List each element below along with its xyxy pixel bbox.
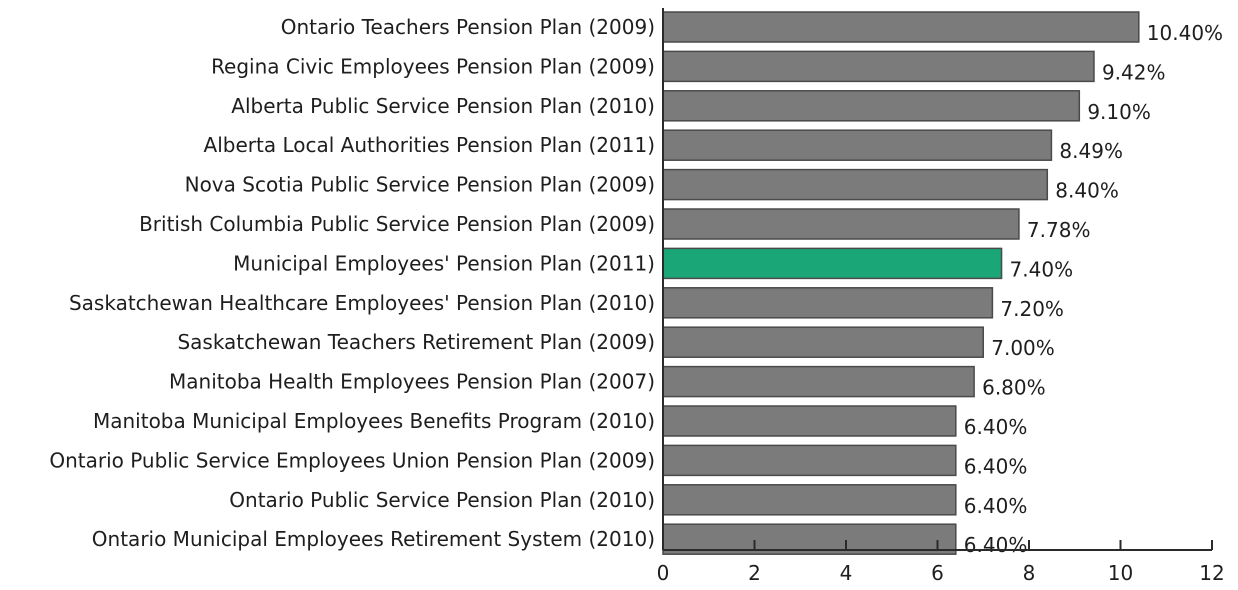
value-label-0: 10.40% — [1147, 21, 1223, 45]
x-tick-label-6: 12 — [1199, 561, 1224, 585]
category-labels-layer: Ontario Teachers Pension Plan (2009) Regi… — [49, 15, 655, 551]
x-tick-label-0: 0 — [657, 561, 670, 585]
value-label-9: 6.80% — [982, 376, 1046, 400]
category-label-9: Manitoba Health Employees Pension Plan (… — [169, 370, 655, 394]
category-label-5: British Columbia Public Service Pension … — [139, 212, 655, 236]
value-label-8: 7.00% — [991, 336, 1055, 360]
category-label-13: Ontario Municipal Employees Retirement S… — [92, 527, 655, 551]
value-label-2: 9.10% — [1087, 100, 1151, 124]
category-label-8: Saskatchewan Teachers Retirement Plan (2… — [177, 330, 655, 354]
value-label-11: 6.40% — [964, 454, 1028, 478]
bar-2 — [662, 90, 1081, 122]
category-label-1: Regina Civic Employees Pension Plan (200… — [211, 54, 655, 78]
bars-layer — [662, 11, 1140, 555]
value-label-13: 6.40% — [964, 533, 1028, 557]
value-label-12: 6.40% — [964, 494, 1028, 518]
bar-8 — [662, 326, 984, 358]
bar-5 — [662, 208, 1020, 240]
value-labels-layer: 10.40% 9.42% 9.10% 8.49% 8.40% 7.78% 7.40% 7.20… — [964, 21, 1223, 557]
category-label-10: Manitoba Municipal Employees Benefits Pr… — [93, 409, 655, 433]
bar-9 — [662, 365, 975, 398]
bar-12 — [662, 484, 957, 516]
value-label-3: 8.49% — [1059, 139, 1123, 163]
x-tick-label-4: 8 — [1023, 561, 1036, 585]
category-label-0: Ontario Teachers Pension Plan (2009) — [281, 15, 655, 39]
category-label-7: Saskatchewan Healthcare Employees' Pensi… — [69, 291, 655, 315]
x-axis: 0 2 4 6 8 10 12 — [657, 8, 1225, 585]
x-tick-label-1: 2 — [748, 561, 761, 585]
value-label-7: 7.20% — [1000, 297, 1064, 321]
bar-11 — [662, 444, 957, 477]
value-label-10: 6.40% — [964, 415, 1028, 439]
category-label-6: Municipal Employees' Pension Plan (2011) — [233, 251, 655, 275]
x-tick-label-2: 4 — [840, 561, 853, 585]
bar-7 — [662, 287, 994, 319]
category-label-11: Ontario Public Service Employees Union P… — [49, 448, 655, 472]
value-label-6: 7.40% — [1010, 257, 1074, 281]
bar-6 — [662, 247, 1003, 280]
bar-4 — [662, 168, 1049, 201]
value-label-5: 7.78% — [1027, 218, 1091, 242]
category-label-12: Ontario Public Service Pension Plan (201… — [229, 488, 655, 512]
bar-1 — [662, 50, 1095, 83]
bar-10 — [662, 405, 957, 437]
bar-0 — [662, 11, 1140, 43]
value-label-1: 9.42% — [1102, 60, 1166, 84]
x-tick-label-3: 6 — [931, 561, 944, 585]
category-label-3: Alberta Local Authorities Pension Plan (… — [204, 133, 655, 157]
category-label-4: Nova Scotia Public Service Pension Plan … — [185, 173, 655, 197]
bar-3 — [662, 129, 1053, 161]
value-label-4: 8.40% — [1055, 179, 1119, 203]
category-label-2: Alberta Public Service Pension Plan (201… — [231, 94, 655, 118]
x-tick-label-5: 10 — [1108, 561, 1133, 585]
